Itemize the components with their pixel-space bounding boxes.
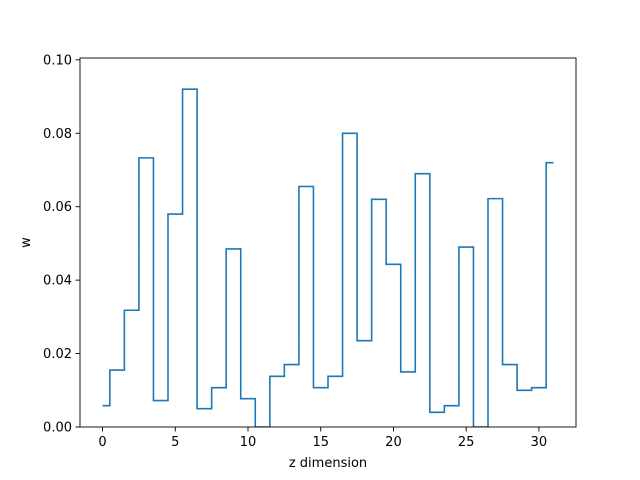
- x-tick-label: 10: [240, 435, 257, 450]
- x-axis-label: z dimension: [289, 456, 367, 471]
- x-tick-label: 25: [458, 435, 475, 450]
- series-line-0: [102, 88, 554, 427]
- axes-layer: 0 5 10 15 20 25 30 0.00 0.02 0.04 0.06 0.08 0.10: [43, 53, 577, 450]
- x-tick-label: 20: [385, 435, 402, 450]
- x-tick-label: 0: [98, 435, 106, 450]
- x-tick-label: 5: [171, 435, 179, 450]
- y-axis-label: w: [19, 237, 34, 248]
- plot-frame: [79, 57, 577, 428]
- x-tick-label: 30: [531, 435, 548, 450]
- y-tick-label: 0.00: [43, 421, 72, 436]
- x-tick-label: 15: [312, 435, 329, 450]
- y-tick-label: 0.10: [43, 53, 72, 68]
- y-tick-label: 0.02: [43, 347, 72, 362]
- y-tick-label: 0.08: [43, 127, 72, 142]
- y-tick-label: 0.04: [43, 274, 72, 289]
- y-tick-label: 0.06: [43, 200, 72, 215]
- plot-layer: [102, 88, 554, 427]
